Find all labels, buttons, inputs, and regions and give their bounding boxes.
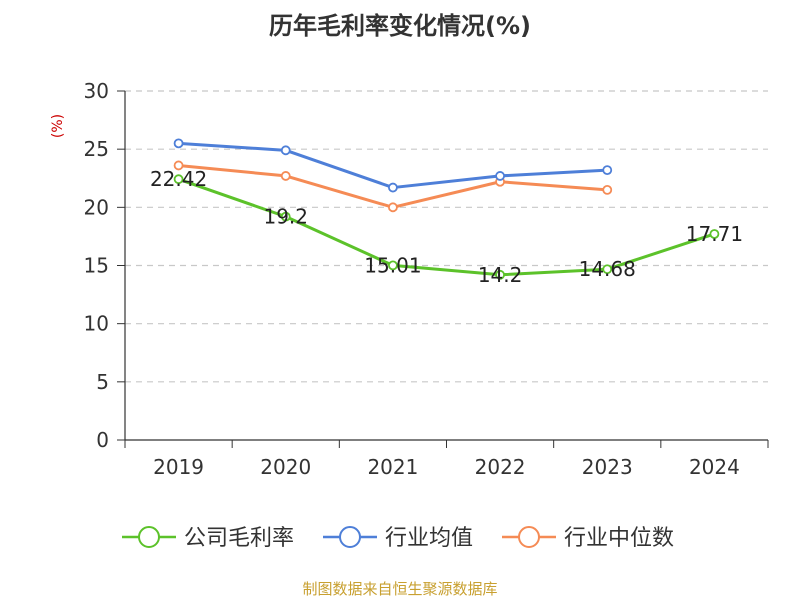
- data-point: [602, 165, 613, 176]
- chart-title: 历年毛利率变化情况(%): [269, 12, 531, 40]
- x-tick-label: 2022: [475, 455, 526, 479]
- data-label: 14.2: [478, 263, 523, 287]
- y-tick-label: 15: [84, 254, 109, 278]
- x-tick-label: 2024: [689, 455, 740, 479]
- y-tick-label: 10: [84, 312, 109, 336]
- y-tick-label: 30: [84, 79, 109, 103]
- data-point: [495, 269, 505, 280]
- axes: 0 5 10 15 20 25 30 2019 2020 2021 2022 2023 2024 (%): [50, 79, 769, 479]
- data-point: [388, 260, 398, 271]
- data-point: [388, 182, 398, 193]
- data-point: [280, 145, 291, 156]
- data-label: 19.2: [263, 205, 308, 229]
- data-point: [388, 202, 398, 213]
- data-point: [280, 211, 291, 222]
- data-point: [602, 264, 613, 275]
- data-labels: 22.42 19.2 15.01 14.2 14.68 17.71: [150, 167, 743, 287]
- y-tick-label: 5: [96, 370, 109, 394]
- x-tick-label: 2021: [367, 455, 418, 479]
- y-tick-label: 0: [96, 428, 109, 452]
- source-note: 制图数据来自恒生聚源数据库: [302, 580, 498, 598]
- legend-label: 行业均值: [385, 526, 473, 551]
- y-tick-label: 20: [84, 195, 109, 219]
- y-axis-unit: (%): [50, 114, 66, 138]
- legend-marker: [518, 526, 540, 548]
- data-point: [173, 174, 184, 185]
- data-point: [495, 171, 505, 181]
- series-line: [178, 141, 608, 190]
- data-label: 17.71: [686, 222, 743, 246]
- data-label: 15.01: [364, 253, 421, 277]
- legend-label: 公司毛利率: [184, 526, 294, 551]
- y-tick-label: 25: [84, 137, 109, 161]
- data-point: [173, 160, 184, 171]
- x-tick-label: 2019: [153, 455, 204, 479]
- data-point: [709, 229, 720, 239]
- x-tick-label: 2023: [582, 455, 633, 479]
- legend-marker: [339, 526, 361, 548]
- grid-lines: [125, 90, 768, 383]
- data-point: [280, 171, 291, 181]
- x-tick-label: 2020: [260, 455, 311, 479]
- legend-marker: [138, 526, 160, 548]
- data-label: 22.42: [150, 167, 207, 191]
- data-label: 14.68: [579, 257, 636, 281]
- series-lines: [173, 138, 720, 280]
- legend: 公司毛利率 行业均值 行业中位数: [122, 526, 674, 551]
- legend-label: 行业中位数: [564, 526, 674, 551]
- data-point: [173, 138, 184, 149]
- data-point: [602, 184, 613, 195]
- series-line: [178, 177, 715, 277]
